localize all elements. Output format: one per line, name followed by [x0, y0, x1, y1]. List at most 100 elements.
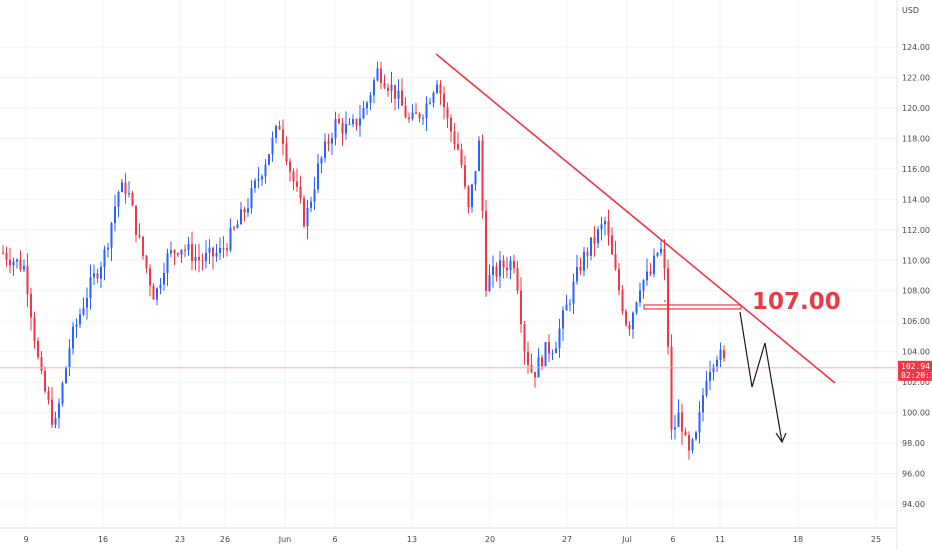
candle-body [562, 310, 564, 329]
candle-body [163, 273, 165, 285]
candle-body [443, 93, 445, 108]
time-tick-label: 25 [871, 535, 881, 544]
candle-body [509, 260, 512, 271]
candle-body [600, 224, 603, 230]
candle-body [653, 255, 655, 274]
candle-body [460, 149, 463, 166]
candle-body [86, 297, 88, 308]
candle-body [124, 182, 127, 195]
downtrend-line[interactable] [435, 53, 836, 384]
candle-body [40, 357, 43, 371]
candle-body [684, 431, 687, 436]
candle-body [180, 249, 183, 255]
candle-body [191, 244, 193, 262]
candle-body [576, 266, 578, 282]
candle-body [611, 235, 613, 255]
candle-body [492, 266, 494, 275]
candle-body [306, 207, 309, 227]
candle-body [712, 366, 715, 373]
candles [2, 61, 725, 460]
candle-body [702, 395, 704, 413]
price-tick-label: 106.00 [902, 317, 930, 326]
candle-body [597, 229, 599, 244]
candle-body [467, 186, 470, 208]
candle-body [635, 302, 638, 313]
time-tick-label: 11 [715, 535, 725, 544]
candle-body [565, 304, 568, 311]
candle-body [117, 192, 120, 207]
candle-body [121, 182, 123, 193]
currency-label: USD [902, 6, 919, 15]
candle-body [23, 266, 25, 270]
candle-body [534, 372, 536, 378]
candle-body [352, 119, 354, 124]
candle-body [656, 252, 659, 256]
candle-body [544, 342, 547, 367]
candle-body [135, 205, 137, 235]
candle-body [583, 251, 585, 271]
candle-body [586, 251, 589, 256]
price-tick-label: 120.00 [902, 104, 930, 113]
candle-body [523, 324, 526, 352]
candle-body [520, 290, 522, 325]
candle-body [705, 380, 708, 396]
candle-body [593, 237, 596, 244]
candle-body [432, 92, 435, 103]
candle-body [502, 260, 505, 268]
last-price-value: 102.94 [901, 362, 930, 371]
candle-body [436, 84, 438, 93]
candle-body [26, 266, 29, 294]
candle-body [646, 271, 648, 281]
candle-body [320, 157, 323, 164]
candle-body [257, 179, 260, 181]
candle-body [16, 259, 18, 262]
price-tick-label: 116.00 [902, 165, 930, 174]
candle-body [537, 357, 540, 378]
target-price-label: 107.00 [752, 289, 841, 315]
candle-body [373, 80, 375, 96]
candle-body [681, 412, 683, 432]
candle-body [51, 399, 53, 425]
candle-body [54, 418, 57, 425]
price-tick-label: 122.00 [902, 73, 930, 82]
resistance-level-box[interactable] [643, 304, 742, 310]
projection-path[interactable] [739, 311, 783, 443]
time-tick-label: 6 [332, 535, 337, 544]
candle-body [667, 268, 669, 347]
candle-body [719, 350, 722, 360]
candle-body [243, 209, 246, 213]
last-price-badge: 102.94 02:20:32 [898, 360, 932, 381]
candle-body [555, 348, 557, 353]
candle-body [72, 326, 74, 349]
candle-body [397, 90, 400, 99]
candle-body [145, 255, 148, 269]
candle-body [184, 249, 186, 251]
candle-body [205, 252, 207, 261]
candle-body [369, 95, 372, 103]
price-tick-label: 100.00 [902, 409, 930, 418]
candle-body [12, 261, 15, 266]
price-tick-label: 104.00 [902, 348, 930, 357]
candle-body [709, 372, 711, 381]
candle-body [68, 348, 71, 368]
candle-body [359, 118, 361, 126]
candle-body [481, 140, 484, 211]
candle-body [292, 171, 295, 182]
candle-body [478, 140, 480, 171]
price-tick-label: 124.00 [902, 43, 930, 52]
candle-body [691, 439, 694, 451]
candle-body [187, 244, 190, 250]
candle-body [107, 247, 109, 250]
candle-body [30, 293, 32, 318]
candle-body [240, 209, 242, 225]
candle-body [226, 248, 228, 251]
candle-body [513, 260, 515, 269]
candle-body [632, 312, 634, 330]
candle-body [628, 324, 631, 330]
candle-body [128, 193, 130, 195]
candle-body [548, 342, 550, 354]
candle-body [247, 208, 249, 213]
price-axis-labels: 124.00 122.00 120.00 118.00 116.00 114.00 112.… [902, 43, 930, 509]
candle-body [488, 274, 491, 291]
